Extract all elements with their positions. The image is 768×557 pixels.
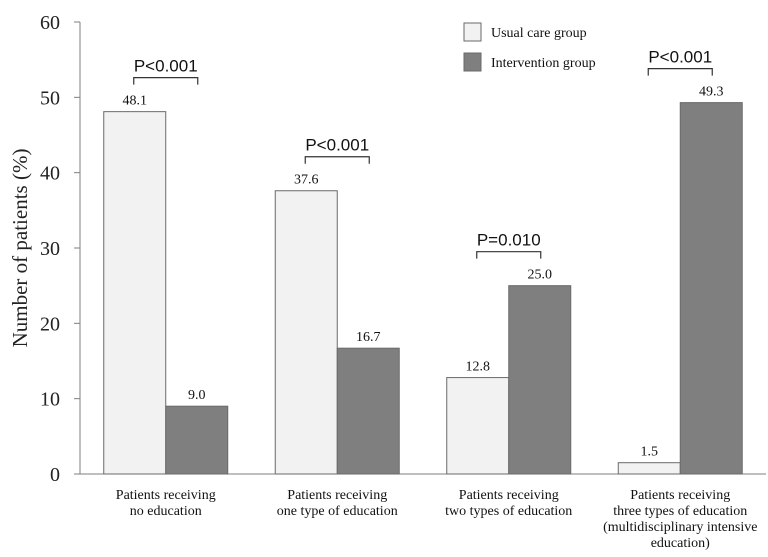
- p-value-label: P=0.010: [477, 231, 541, 250]
- bar-usual-care: [274, 190, 338, 475]
- y-tick-label: 40: [40, 163, 60, 185]
- legend: Usual care group Intervention group: [463, 22, 596, 72]
- data-labels: 48.1 9.0 37.6 16.7 12.8 25.0 1.5 49.3: [123, 85, 724, 460]
- y-tick-label: 0: [50, 464, 60, 486]
- legend-swatch-usual-care: [463, 22, 482, 42]
- y-tick-label: 30: [40, 238, 60, 260]
- p-value-bracket: [133, 77, 199, 85]
- legend-label: Usual care group: [491, 26, 587, 41]
- bar-intervention: [508, 285, 572, 475]
- p-value-label: P<0.001: [305, 136, 369, 155]
- x-tick-labels: Patients receiving no education Patients r…: [116, 488, 758, 551]
- y-ticks: 0 10 20 30 40 50 60: [40, 12, 80, 486]
- bars: [103, 102, 743, 475]
- y-tick-label: 60: [40, 12, 60, 34]
- bar-usual-care: [103, 111, 167, 475]
- x-tick-label: Patients receiving three types of educati…: [603, 488, 757, 551]
- legend-label: Intervention group: [491, 56, 596, 71]
- p-value-bracket: [476, 251, 542, 259]
- data-label: 9.0: [188, 388, 206, 403]
- y-tick-label: 10: [40, 389, 60, 411]
- x-tick-label: Patients receiving no education: [116, 488, 216, 519]
- p-value-label: P<0.001: [648, 48, 712, 67]
- p-value-bracket: [304, 156, 370, 164]
- y-tick-label: 50: [40, 87, 60, 109]
- bar-intervention: [165, 405, 229, 475]
- x-tick-label: Patients receiving two types of education: [445, 488, 572, 519]
- data-label: 25.0: [528, 268, 553, 283]
- legend-swatch-intervention: [463, 52, 482, 72]
- bar-usual-care: [446, 377, 510, 475]
- p-value-bracket: [647, 68, 713, 76]
- data-label: 12.8: [466, 360, 491, 375]
- data-label: 48.1: [123, 94, 148, 109]
- data-label: 49.3: [699, 85, 724, 100]
- p-value-label: P<0.001: [134, 57, 198, 76]
- data-label: 37.6: [294, 173, 319, 188]
- p-value-annotations: P<0.001 P<0.001 P=0.010 P<0.001: [133, 48, 713, 259]
- data-label: 1.5: [641, 445, 659, 460]
- data-label: 16.7: [356, 330, 381, 345]
- bar-intervention: [679, 102, 743, 475]
- bar-intervention: [336, 347, 400, 475]
- bar-usual-care: [617, 462, 681, 475]
- y-tick-label: 20: [40, 313, 60, 335]
- x-tick-label: Patients receiving one type of education: [277, 488, 398, 519]
- y-axis-label: Number of patients (%): [8, 149, 32, 348]
